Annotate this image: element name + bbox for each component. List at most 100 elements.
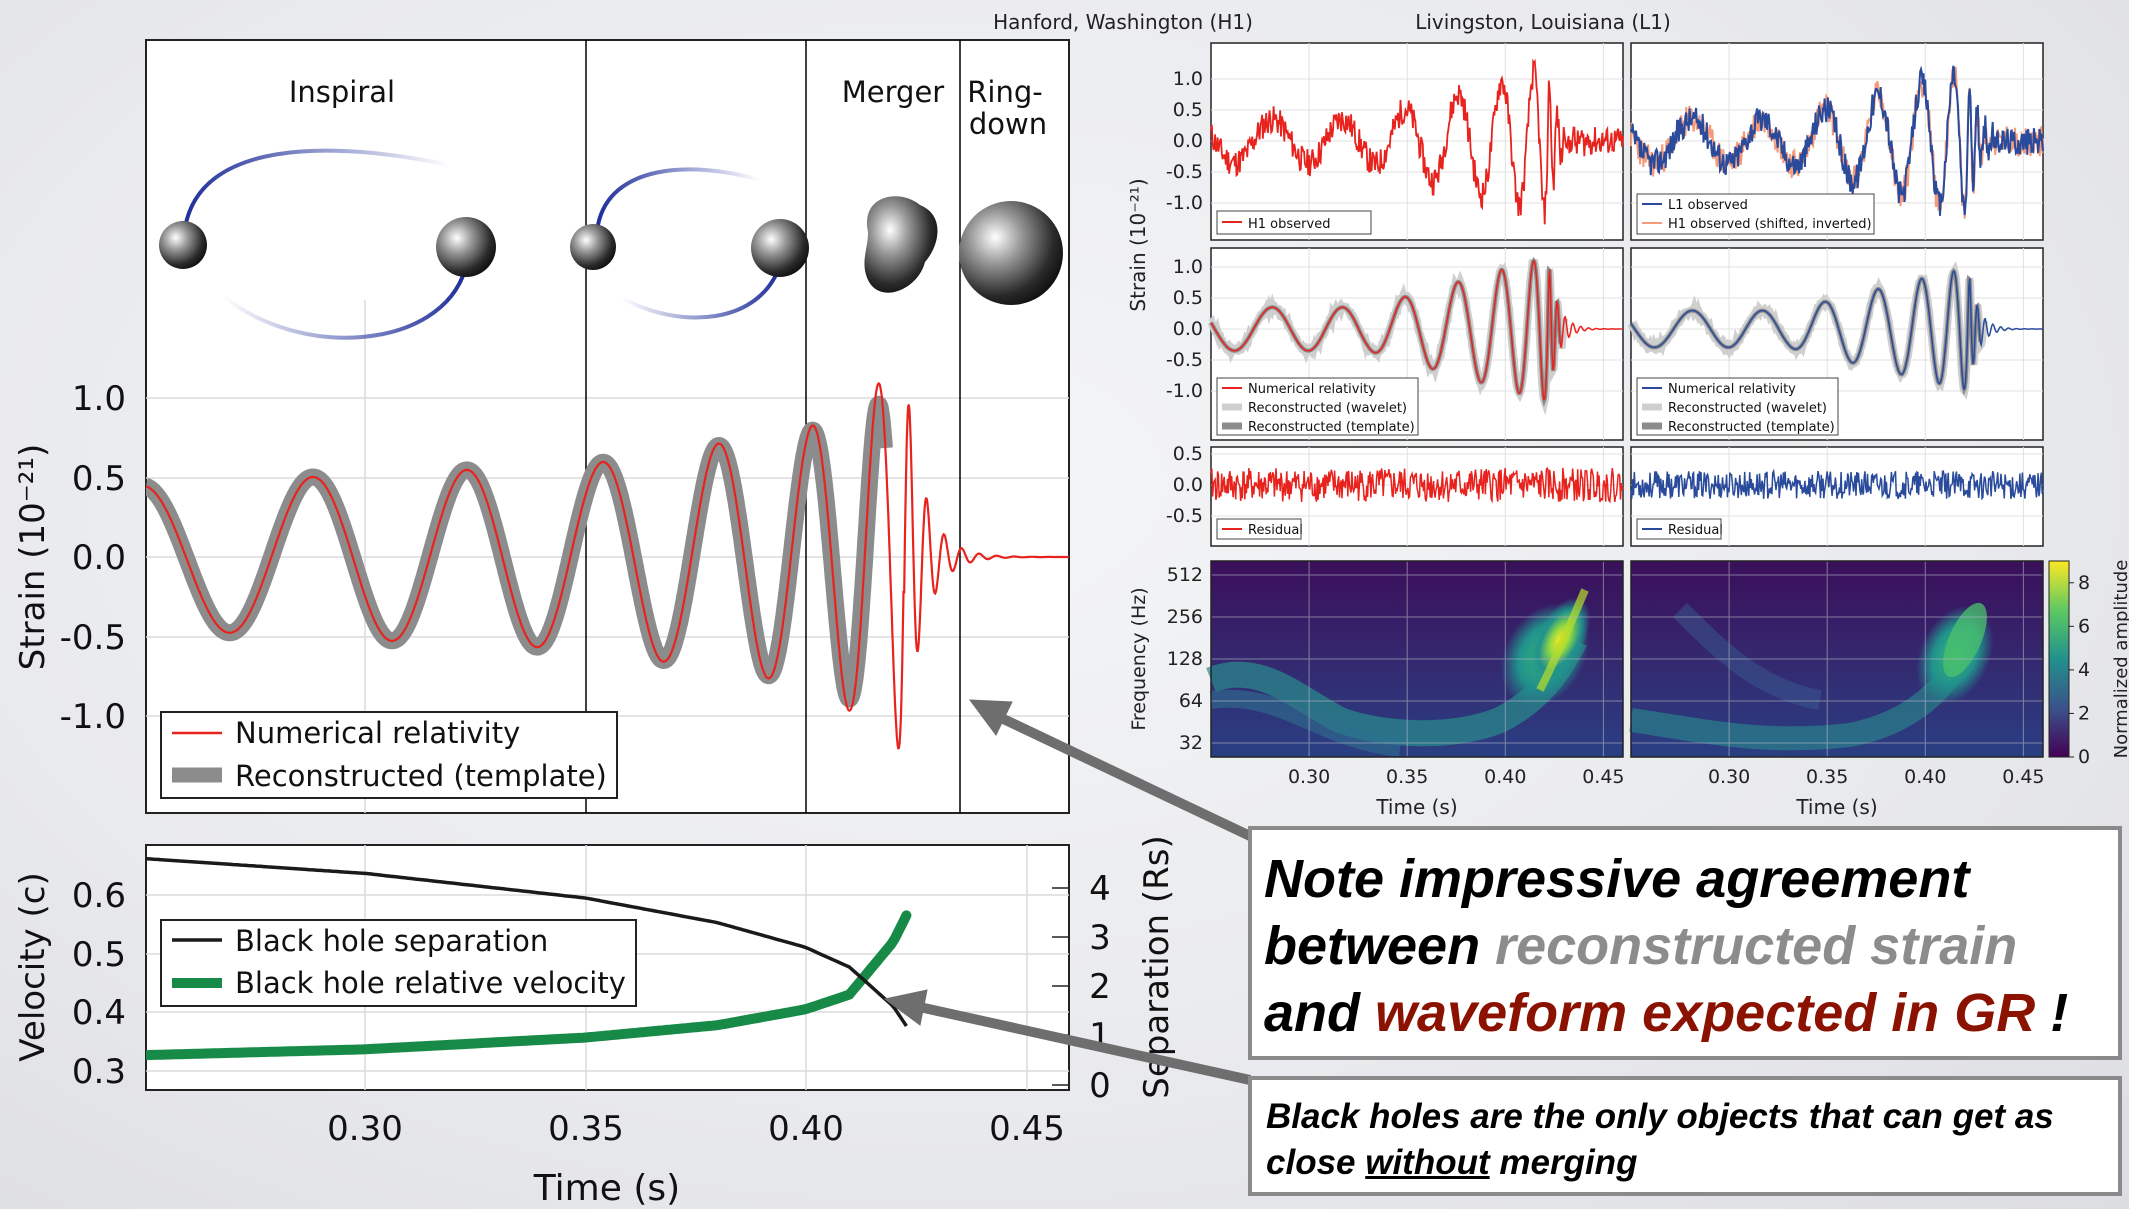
annotation-arrows bbox=[883, 699, 1253, 1085]
legend-nr-h1: Numerical relativity bbox=[1248, 382, 1376, 397]
ringdown-label-1: Ring- bbox=[967, 75, 1042, 109]
separation-line bbox=[146, 856, 908, 1027]
velocity-separation-panel: 0.6 0.5 0.4 0.3 4 3 2 1 0 0.30 0.35 0.40… bbox=[13, 835, 1177, 1209]
legend-h1-shifted: H1 observed (shifted, inverted) bbox=[1668, 217, 1872, 232]
colorbar-tick: 4 bbox=[2078, 659, 2090, 681]
inspiral-label: Inspiral bbox=[289, 75, 395, 109]
lower-xlabel: Time (s) bbox=[533, 1168, 680, 1209]
lower-legend: Black hole separation Black hole relativ… bbox=[160, 919, 637, 1007]
arrow-to-waveform bbox=[992, 710, 1253, 841]
note-line1: Note impressive agreement bbox=[1264, 849, 1970, 909]
freq-label: Frequency (Hz) bbox=[1128, 587, 1150, 730]
main-ylabel: Strain (10⁻²¹) bbox=[13, 444, 53, 671]
detector-trace bbox=[1630, 65, 2044, 216]
freq-tick: 256 bbox=[1167, 606, 1203, 628]
legend-l1-observed: L1 observed bbox=[1668, 198, 1748, 213]
main-legend: Numerical relativity Reconstructed (temp… bbox=[160, 711, 618, 799]
black-hole-sphere bbox=[751, 219, 809, 277]
legend-template-h1: Reconstructed (template) bbox=[1248, 420, 1415, 435]
detector-y-tick: -1.0 bbox=[1166, 192, 1203, 214]
spec-x-tick: 0.40 bbox=[1904, 766, 1946, 788]
black-hole-sphere bbox=[570, 224, 616, 270]
x-tick: 0.45 bbox=[989, 1109, 1065, 1149]
colorbar: 8 6 4 2 0 Normalized amplitude bbox=[2048, 560, 2129, 768]
y-tick-left: 0.3 bbox=[72, 1052, 126, 1092]
spec-x-tick: 0.30 bbox=[1288, 766, 1330, 788]
l1-title: Livingston, Louisiana (L1) bbox=[1415, 10, 1671, 34]
colorbar-tick: 6 bbox=[2078, 615, 2090, 637]
freq-tick: 512 bbox=[1167, 564, 1203, 586]
legend-template: Reconstructed (template) bbox=[235, 759, 607, 793]
detector-y-tick: 0.0 bbox=[1173, 130, 1203, 152]
detector-trace bbox=[1210, 466, 1624, 504]
legend-h1-observed: H1 observed bbox=[1248, 217, 1330, 232]
orbit-arc-lower-1 bbox=[220, 269, 467, 340]
note2-without: without bbox=[1365, 1143, 1490, 1182]
nr-waveform bbox=[146, 382, 1069, 750]
detector-y-tick: 0.5 bbox=[1173, 99, 1203, 121]
detector-y-tick: 0.0 bbox=[1173, 474, 1203, 496]
main-y-ticks: 1.0 0.5 0.0 -0.5 -1.0 bbox=[60, 379, 126, 737]
black-hole-sphere bbox=[159, 221, 207, 269]
note2-line1: Black holes are the only objects that ca… bbox=[1266, 1097, 2054, 1136]
freq-tick: 32 bbox=[1179, 732, 1203, 754]
detector-y-tick: 0.5 bbox=[1173, 443, 1203, 465]
note-waveform-gr: waveform expected in GR bbox=[1375, 983, 2036, 1043]
detector-trace bbox=[1210, 58, 1624, 225]
y-tick: 0.5 bbox=[72, 459, 126, 499]
x-tick: 0.35 bbox=[548, 1109, 624, 1149]
y-tick-left: 0.4 bbox=[72, 993, 126, 1033]
colorbar-label: Normalized amplitude bbox=[2111, 560, 2129, 759]
legend-wavelet-l1: Reconstructed (wavelet) bbox=[1668, 401, 1827, 416]
merger-label: Merger bbox=[842, 75, 945, 109]
spec-x-tick: 0.45 bbox=[2002, 766, 2044, 788]
merging-black-hole bbox=[864, 196, 938, 293]
colorbar-tick: 2 bbox=[2078, 702, 2090, 724]
y-tick-right: 2 bbox=[1089, 967, 1111, 1007]
main-strain-panel: Inspiral Merger Ring- down 1.0 0.5 0.0 -… bbox=[13, 39, 1070, 814]
freq-tick: 128 bbox=[1167, 648, 1203, 670]
spec-x-tick: 0.30 bbox=[1708, 766, 1750, 788]
legend-velocity: Black hole relative velocity bbox=[235, 966, 626, 1000]
lower-ylabel-left: Velocity (c) bbox=[13, 872, 53, 1061]
note-reconstructed-strain: reconstructed strain bbox=[1495, 916, 2018, 976]
y-tick: 0.0 bbox=[72, 538, 126, 578]
spec-x-tick: 0.45 bbox=[1582, 766, 1624, 788]
arrow-to-velocity bbox=[913, 1001, 1252, 1085]
ringdown-label-2: down bbox=[969, 107, 1047, 141]
detector-figure: Hanford, Washington (H1) Livingston, Lou… bbox=[993, 10, 2129, 819]
detector-y-tick: -1.0 bbox=[1166, 380, 1203, 402]
detector-y-tick: -0.5 bbox=[1166, 349, 1203, 371]
note-bang: ! bbox=[2050, 983, 2069, 1043]
colorbar-tick: 0 bbox=[2078, 746, 2090, 768]
black-hole-sphere bbox=[436, 217, 496, 277]
detector-trace bbox=[1630, 270, 2043, 391]
legend-nr-l1: Numerical relativity bbox=[1668, 382, 1796, 397]
detector-y-tick: 1.0 bbox=[1173, 68, 1203, 90]
arrowhead bbox=[968, 699, 1013, 736]
black-holes-note: Black holes are the only objects that ca… bbox=[1248, 1076, 2122, 1196]
y-tick: 1.0 bbox=[72, 379, 126, 419]
spec-x-tick: 0.40 bbox=[1484, 766, 1526, 788]
y-tick-right: 3 bbox=[1089, 918, 1111, 958]
arrowhead bbox=[883, 989, 928, 1026]
note-between: between bbox=[1264, 916, 1481, 976]
detector-trace bbox=[1210, 259, 1623, 401]
note2-merging: merging bbox=[1499, 1143, 1638, 1182]
spec-x-tick: 0.35 bbox=[1386, 766, 1428, 788]
velocity-line bbox=[146, 910, 912, 1061]
spec-x-tick: 0.35 bbox=[1806, 766, 1848, 788]
agreement-note: Note impressive agreement between recons… bbox=[1248, 826, 2122, 1060]
x-tick: 0.40 bbox=[768, 1109, 844, 1149]
y-tick-right: 0 bbox=[1089, 1066, 1111, 1106]
legend-template-l1: Reconstructed (template) bbox=[1668, 420, 1835, 435]
orbit-arc-upper-2 bbox=[596, 167, 761, 226]
h1-title: Hanford, Washington (H1) bbox=[993, 10, 1253, 34]
colorbar-tick: 8 bbox=[2078, 572, 2090, 594]
legend-residual-l1: Residual bbox=[1668, 523, 1723, 538]
legend-residual-h1: Residual bbox=[1248, 523, 1303, 538]
binary-illustration bbox=[159, 148, 1063, 340]
h1-xlabel: Time (s) bbox=[1375, 795, 1457, 819]
legend-nr: Numerical relativity bbox=[235, 716, 520, 750]
y-tick-left: 0.5 bbox=[72, 935, 126, 975]
